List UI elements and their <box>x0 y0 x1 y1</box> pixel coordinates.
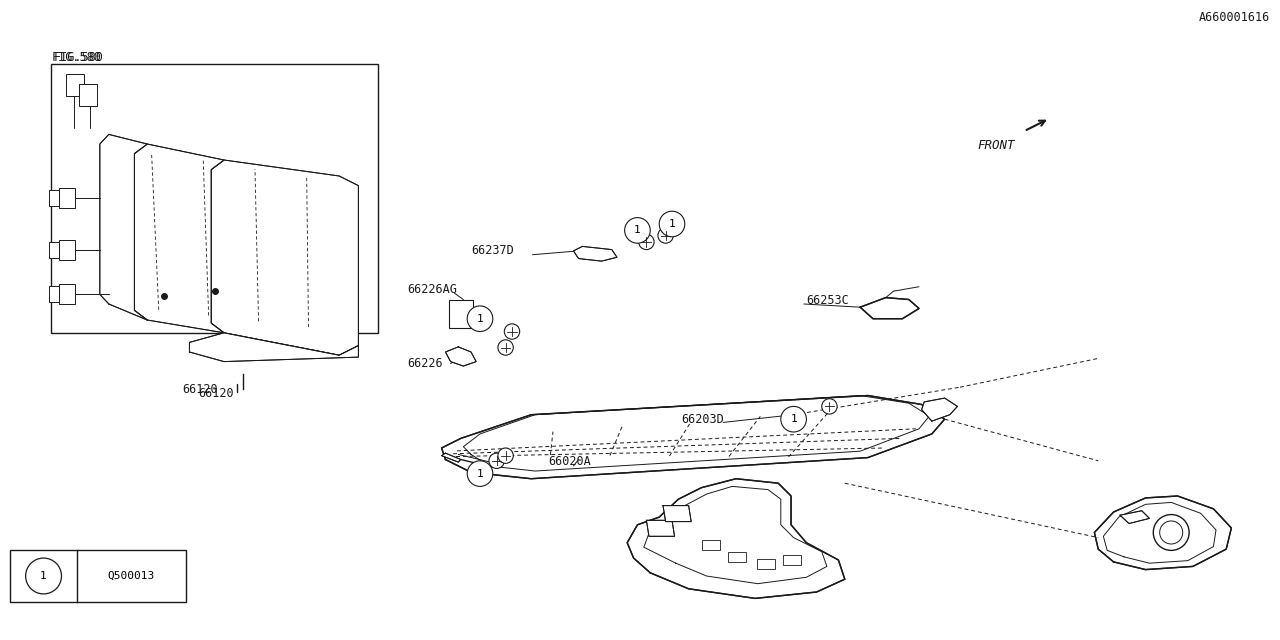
Text: 66120: 66120 <box>198 387 234 400</box>
Text: 66120: 66120 <box>182 383 218 396</box>
Circle shape <box>467 306 493 332</box>
Text: A660001616: A660001616 <box>1198 12 1270 24</box>
Bar <box>449 300 472 328</box>
Text: 1: 1 <box>40 571 47 581</box>
Circle shape <box>658 228 673 243</box>
Text: FIG.580: FIG.580 <box>51 51 101 64</box>
Polygon shape <box>442 453 461 462</box>
Polygon shape <box>189 333 358 362</box>
Bar <box>728 552 746 562</box>
Text: 1: 1 <box>476 468 484 479</box>
Bar <box>703 540 721 550</box>
Circle shape <box>467 461 493 486</box>
Polygon shape <box>211 160 358 355</box>
Text: 66237D: 66237D <box>471 244 513 257</box>
Circle shape <box>498 340 513 355</box>
Circle shape <box>822 399 837 414</box>
Bar <box>51 64 378 333</box>
Polygon shape <box>646 520 675 536</box>
Bar <box>59 239 74 260</box>
Polygon shape <box>860 298 919 319</box>
Bar <box>59 284 74 305</box>
Circle shape <box>26 558 61 594</box>
Polygon shape <box>573 246 617 261</box>
Text: 66020A: 66020A <box>548 456 590 468</box>
Bar <box>50 191 59 207</box>
Bar <box>79 84 97 106</box>
Text: FIG.580: FIG.580 <box>54 51 104 64</box>
Text: 1: 1 <box>668 219 676 229</box>
Text: 1: 1 <box>790 414 797 424</box>
Text: 66203D: 66203D <box>681 413 723 426</box>
Text: Q500013: Q500013 <box>108 571 155 581</box>
Bar <box>783 555 801 565</box>
Text: 66226AG: 66226AG <box>407 283 457 296</box>
Polygon shape <box>442 396 945 479</box>
Text: FRONT: FRONT <box>978 140 1015 152</box>
Circle shape <box>489 453 504 468</box>
Polygon shape <box>627 479 845 598</box>
Circle shape <box>625 218 650 243</box>
Bar <box>59 188 74 209</box>
Text: 1: 1 <box>476 314 484 324</box>
Polygon shape <box>1120 511 1149 524</box>
Bar <box>67 74 84 97</box>
Text: 1: 1 <box>634 225 641 236</box>
Bar <box>758 559 776 570</box>
Text: 66253C: 66253C <box>806 294 849 307</box>
Polygon shape <box>134 144 224 333</box>
Circle shape <box>498 448 513 463</box>
Polygon shape <box>663 506 691 522</box>
Polygon shape <box>1094 496 1231 570</box>
Polygon shape <box>445 347 476 366</box>
Polygon shape <box>100 134 147 320</box>
Polygon shape <box>922 398 957 421</box>
Circle shape <box>659 211 685 237</box>
Circle shape <box>781 406 806 432</box>
Circle shape <box>504 324 520 339</box>
Bar <box>50 242 59 258</box>
Text: 66226: 66226 <box>407 357 443 370</box>
Bar <box>50 287 59 303</box>
Bar <box>10 550 186 602</box>
Circle shape <box>639 234 654 250</box>
